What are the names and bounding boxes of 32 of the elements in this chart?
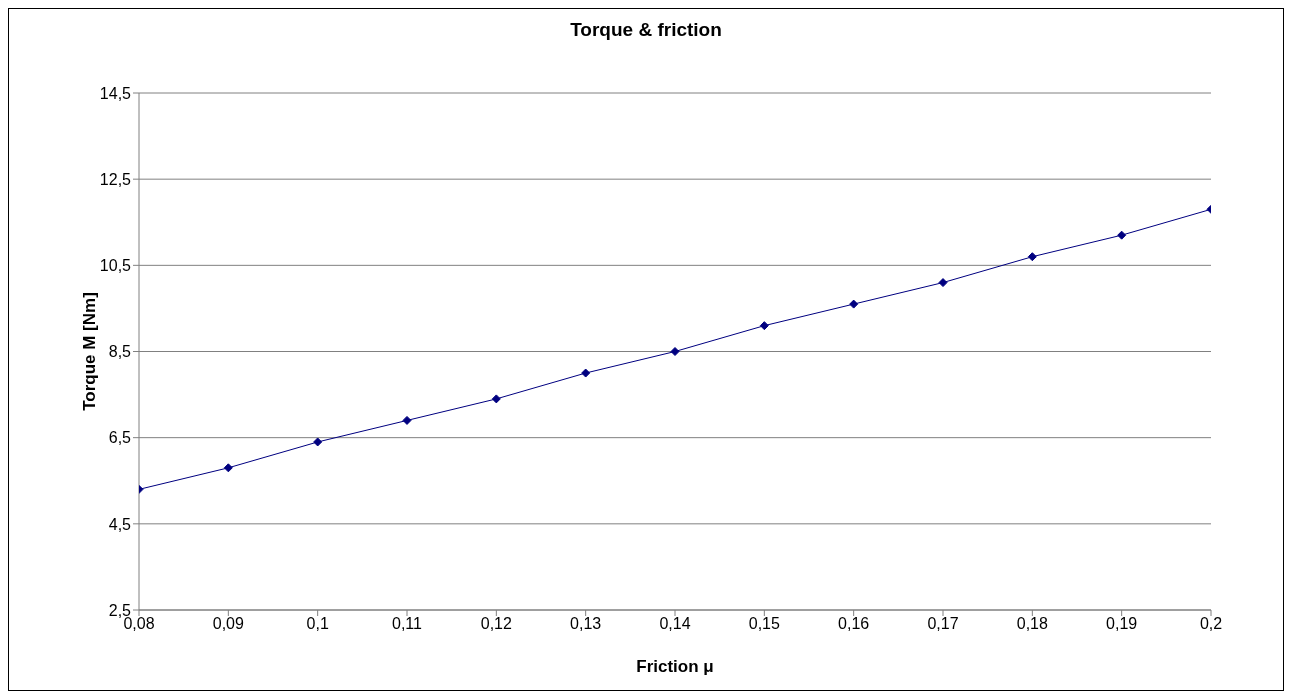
point: [849, 299, 859, 309]
point: [581, 368, 591, 378]
x-tick-label: 0,12: [480, 615, 513, 633]
x-axis-title: Friction μ: [636, 657, 714, 676]
x-tick-label: 0,14: [659, 615, 691, 633]
point: [313, 437, 323, 447]
x-tick-label: 0,16: [838, 615, 870, 633]
point: [759, 321, 769, 331]
y-tick-label: 4,5: [108, 515, 132, 533]
x-tick-label: 0,11: [392, 615, 423, 633]
y-tick-label: 12,5: [99, 170, 132, 188]
x-tick-label: 0,19: [1106, 615, 1138, 633]
x-tick-label: 0,18: [1016, 615, 1049, 633]
point: [1117, 230, 1127, 240]
x-tick-label: 0,15: [748, 615, 781, 633]
x-tick-label: 0,2: [1199, 615, 1223, 633]
x-tick-label: 0,1: [306, 615, 329, 633]
y-tick-label: 14,5: [99, 84, 132, 102]
y-tick-label: 6,5: [108, 429, 132, 447]
point: [491, 394, 501, 404]
x-tick-label: 0,13: [570, 615, 602, 633]
x-tick-label: 0,09: [212, 615, 245, 633]
y-axis-title: Torque M [Nm]: [80, 292, 100, 411]
x-tick-label: 0,17: [927, 615, 959, 633]
point: [938, 278, 948, 288]
point: [1027, 252, 1037, 262]
point: [402, 415, 412, 425]
y-tick-label: 8,5: [108, 343, 132, 361]
point: [670, 347, 680, 356]
y-tick-label: 10,5: [99, 257, 132, 275]
chart-title: Torque & friction: [569, 19, 723, 41]
point: [223, 463, 233, 473]
